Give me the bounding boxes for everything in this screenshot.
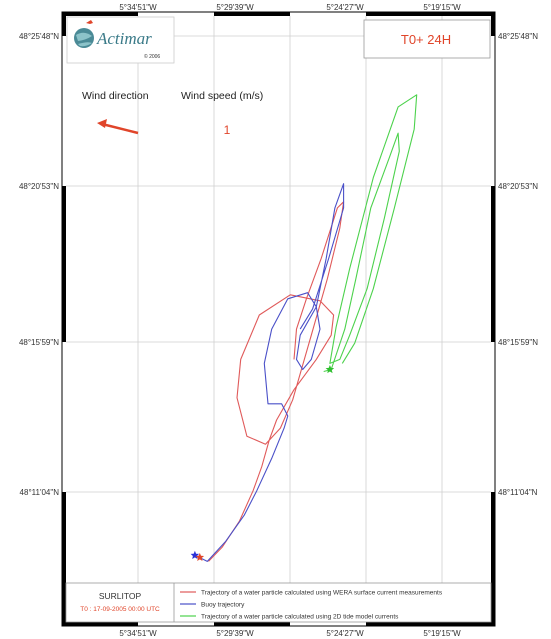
lon-tick-label: 5°29'39"W [216,3,254,12]
wind-speed-label: Wind speed (m/s) [181,90,263,102]
lat-tick-label: 48°25'48"N [19,32,59,41]
legend-entry-wera: Trajectory of a water particle calculate… [201,590,443,597]
start-markers [190,365,335,561]
legend-panel: SURLITOP T0 : 17-09-2005 00:00 UTC Traje… [65,582,492,623]
legend-panel-subtitle: T0 : 17-09-2005 00:00 UTC [80,606,160,613]
wind-info: Wind direction Wind speed (m/s) 1 [82,90,263,137]
map-frame [61,11,496,627]
logo-year: © 2006 [144,53,160,60]
lat-tick-label: 48°25'48"N [498,32,538,41]
lon-tick-label: 5°34'51"W [119,3,157,12]
lon-tick-label: 5°29'39"W [216,629,254,638]
bird-icon [86,20,93,24]
longitude-ticks-bottom: 5°34'51"W 5°29'39"W 5°24'27"W 5°19'15"W [119,629,461,638]
globe-icon [74,28,94,48]
lon-tick-label: 5°19'15"W [423,629,461,638]
longitude-ticks-top: 5°34'51"W 5°29'39"W 5°24'27"W 5°19'15"W [119,3,461,12]
lon-tick-label: 5°19'15"W [423,3,461,12]
legend-entry-tide-model: Trajectory of a water particle calculate… [201,614,399,621]
lat-tick-label: 48°20'53"N [498,182,538,191]
wind-speed-value: 1 [224,123,231,137]
lon-tick-label: 5°34'51"W [119,629,157,638]
trajectory-tide-model [323,94,418,373]
lon-tick-label: 5°24'27"W [326,629,364,638]
wind-direction-label: Wind direction [82,90,149,102]
time-label-box: T0+ 24H [363,19,491,59]
latitude-ticks-right: 48°25'48"N 48°20'53"N 48°15'59"N 48°11'0… [498,32,538,497]
trajectory-wera [208,201,345,562]
graticule [66,16,491,622]
lat-tick-label: 48°11'04"N [20,488,60,497]
lat-tick-label: 48°20'53"N [19,182,59,191]
tide-model-start-star-icon [325,365,335,374]
time-label: T0+ 24H [401,32,451,47]
wera-start-star-icon [195,552,205,561]
legend-panel-title: SURLITOP [99,591,142,601]
actimar-logo: Actimar © 2006 [66,16,175,64]
wind-arrow-icon [97,119,139,135]
lat-tick-label: 48°11'04"N [498,488,538,497]
lat-tick-label: 48°15'59"N [498,338,538,347]
latitude-ticks-left: 48°25'48"N 48°20'53"N 48°15'59"N 48°11'0… [19,32,59,497]
trajectory-buoy [194,183,345,562]
lon-tick-label: 5°24'27"W [326,3,364,12]
trajectories [194,94,418,562]
lat-tick-label: 48°15'59"N [19,338,59,347]
legend-entry-buoy: Buoy trajectory [201,602,245,609]
logo-wordmark: Actimar [96,29,152,48]
